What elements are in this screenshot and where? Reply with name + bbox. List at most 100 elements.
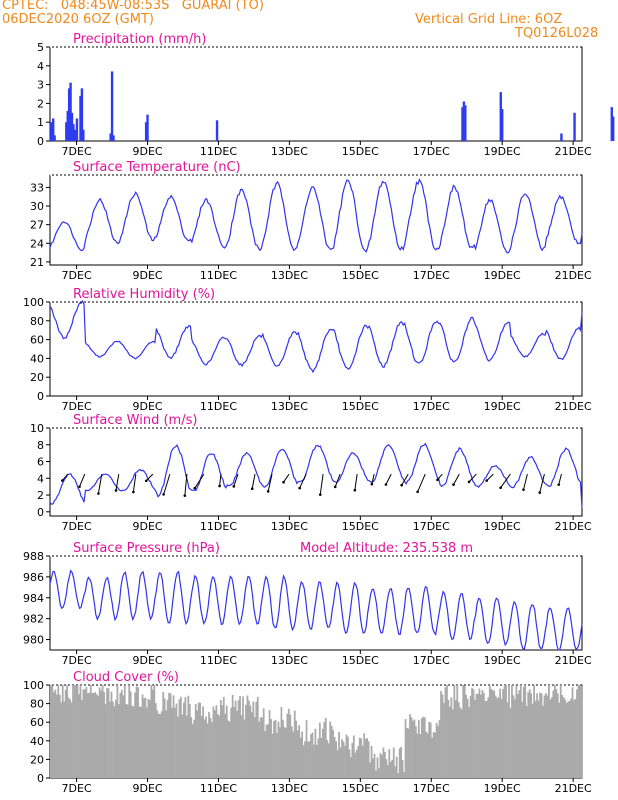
cloud-bar [548, 685, 550, 778]
cloud-bar [320, 738, 323, 778]
cloud-bar [52, 692, 55, 778]
cloud-bar [169, 693, 172, 778]
cloud-bar [457, 702, 460, 778]
wind-arrow-head [250, 487, 254, 491]
cloud-bar [577, 685, 580, 778]
cloud-bar [480, 694, 482, 778]
wind-arrow-head [400, 483, 403, 487]
cloud-bar [264, 731, 267, 778]
cloud-bar [286, 713, 289, 778]
x-tick-label: 19DEC [484, 145, 521, 158]
x-tick-label: 17DEC [413, 654, 450, 667]
panel-title: Precipitation (mm/h) [73, 32, 206, 47]
precip-bar [215, 120, 219, 141]
cloud-bar [246, 695, 249, 778]
cloud-bar [403, 772, 405, 778]
cloud-bar [463, 685, 466, 778]
cloud-bar [524, 685, 527, 778]
cloud-bar [407, 728, 410, 778]
cloud-bar [481, 689, 484, 778]
cloud-bar [519, 685, 522, 778]
cloud-bar [378, 768, 380, 778]
cloud-bar [298, 725, 301, 778]
cloud-bar [280, 706, 283, 778]
cloud-bar [245, 705, 247, 778]
cloud-bar [500, 698, 503, 778]
y-tick-label: 10 [30, 422, 44, 435]
cloud-bar [416, 733, 419, 778]
cloud-bar [292, 731, 295, 778]
series-line [49, 569, 583, 651]
cloud-bar [432, 732, 435, 778]
x-tick-label: 13DEC [271, 400, 308, 413]
cloud-bar [50, 685, 52, 778]
x-tick-label: 9DEC [132, 520, 162, 533]
cloud-bar [131, 705, 134, 778]
wind-arrow-head [114, 489, 118, 492]
cloud-bar [311, 732, 314, 778]
cloud-bar [534, 700, 537, 778]
cloud-bar [573, 700, 575, 778]
cloud-bar [132, 706, 135, 778]
cloud-bar [271, 733, 274, 778]
cloud-bar [352, 735, 355, 778]
cloud-bar [401, 760, 404, 778]
cloud-bar [197, 702, 200, 778]
cloud-bar [290, 726, 293, 778]
wind-arrow-head [97, 492, 100, 495]
x-tick-label: 9DEC [132, 269, 162, 282]
cloud-bar [382, 747, 385, 778]
cloud-bar [187, 695, 190, 778]
precip-bar [501, 109, 504, 141]
cloud-bar [381, 754, 383, 778]
cloud-bar [79, 685, 82, 778]
cloud-bar [92, 692, 95, 778]
x-tick-label: 9DEC [132, 782, 162, 795]
wind-arrow [500, 473, 511, 488]
wind-arrow [486, 473, 494, 481]
cloud-bar [485, 700, 488, 778]
cloud-bar [363, 733, 366, 778]
cloud-bar [134, 692, 137, 778]
x-tick-label: 21DEC [555, 269, 592, 282]
cloud-bar [191, 724, 194, 778]
cloud-bar [521, 701, 524, 778]
model-altitude-label: Model Altitude: 235.538 m [300, 541, 473, 556]
cloud-bar [409, 714, 411, 778]
cloud-bar [150, 685, 153, 778]
cloud-bar [540, 693, 543, 778]
wind-arrow [468, 473, 477, 483]
x-tick-label: 7DEC [62, 654, 92, 667]
cloud-bar [310, 734, 312, 778]
x-tick-label: 21DEC [555, 654, 592, 667]
cloud-bar [228, 721, 231, 778]
cloud-bar [466, 698, 469, 778]
cloud-bar [531, 703, 534, 778]
wind-arrow [194, 473, 205, 489]
cloud-bar [227, 720, 230, 778]
cloud-bar [475, 693, 478, 778]
cloud-bar [190, 717, 193, 778]
plot-frame [49, 174, 583, 266]
wind-arrow-head [183, 494, 187, 497]
wind-arrow [145, 473, 154, 482]
cloud-bar [69, 699, 71, 778]
wind-arrow-head [298, 486, 301, 490]
wind-arrow [219, 474, 222, 487]
cloud-bar [499, 688, 502, 778]
cloud-bar [267, 724, 270, 778]
x-tick-label: 7DEC [62, 782, 92, 795]
precip-bar [144, 122, 148, 141]
cloud-bar [202, 706, 204, 778]
cloud-bar [261, 717, 264, 778]
cloud-bar [536, 693, 538, 778]
panel-title: Surface Temperature (nC) [73, 160, 241, 175]
x-tick-label: 7DEC [62, 269, 92, 282]
cloud-bar [88, 692, 91, 778]
precip-bar [146, 114, 149, 141]
cloud-bar [265, 724, 268, 778]
cloud-bar [460, 709, 463, 778]
cloud-bar [262, 708, 265, 778]
cloud-bar [259, 716, 262, 778]
x-tick-label: 11DEC [200, 654, 237, 667]
